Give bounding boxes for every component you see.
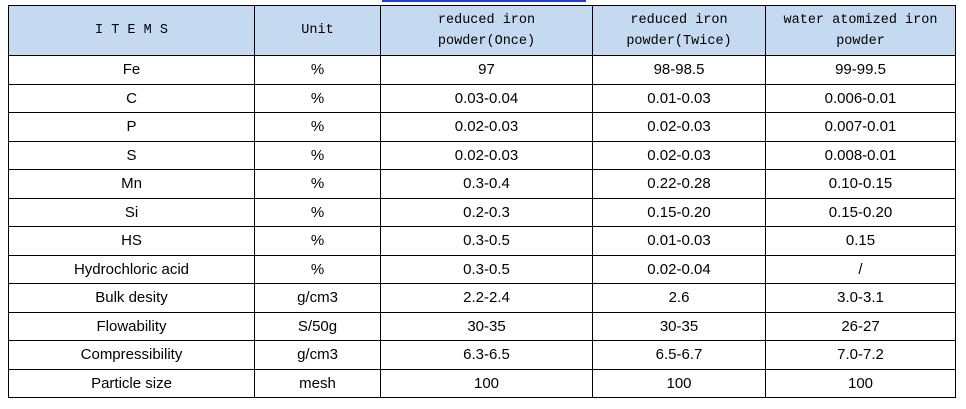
value-cell: 0.02-0.03 <box>380 112 593 142</box>
item-cell: Compressibility <box>8 340 255 370</box>
item-cell: Flowability <box>8 311 255 341</box>
header-text: Unit <box>301 23 334 38</box>
value-cell: % <box>254 83 381 113</box>
value-cell: 3.0-3.1 <box>765 283 956 313</box>
table-row: Si% 0.2-0.3 0.15-0.20 0.15-0.20 <box>8 197 956 227</box>
value-cell: 0.006-0.01 <box>765 83 956 113</box>
header-row: I T E M S Unit reduced iron powder(Once) re… <box>8 5 956 56</box>
table-row: Particle size mesh 100 100 100 <box>8 368 956 398</box>
item-cell: C <box>8 83 255 113</box>
item-cell: S <box>8 140 255 170</box>
table-row: Compressibility g/cm3 6.3-6.5 6.5-6.7 7.0-7.… <box>8 340 956 370</box>
value-cell: 0.15-0.20 <box>765 197 956 227</box>
value-cell: 0.02-0.03 <box>592 140 766 170</box>
value-cell: 99-99.5 <box>765 55 956 85</box>
table-row: C% 0.03-0.04 0.01-0.03 0.006-0.01 <box>8 83 956 113</box>
table-row: S% 0.02-0.03 0.02-0.03 0.008-0.01 <box>8 140 956 170</box>
table-row: Flowability S/50g 30-35 30-35 26-27 <box>8 311 956 341</box>
value-cell: % <box>254 226 381 256</box>
value-cell: % <box>254 112 381 142</box>
item-cell: P <box>8 112 255 142</box>
value-cell: 7.0-7.2 <box>765 340 956 370</box>
value-cell: 6.3-6.5 <box>380 340 593 370</box>
item-cell: Hydrochloric acid <box>8 254 255 284</box>
value-cell: 0.10-0.15 <box>765 169 956 199</box>
item-cell: Particle size <box>8 368 255 398</box>
value-cell: 0.3-0.4 <box>380 169 593 199</box>
spec-table: I T E M S Unit reduced iron powder(Once) re… <box>8 5 956 398</box>
header-text: water atomized iron powder <box>783 12 938 49</box>
value-cell: 0.22-0.28 <box>592 169 766 199</box>
header-cell: Unit <box>254 5 381 56</box>
value-cell: g/cm3 <box>254 340 381 370</box>
value-cell: 0.02-0.04 <box>592 254 766 284</box>
value-cell: 30-35 <box>592 311 766 341</box>
value-cell: % <box>254 169 381 199</box>
header-cell: water atomized iron powder <box>765 5 956 56</box>
value-cell: % <box>254 140 381 170</box>
value-cell: 0.01-0.03 <box>592 83 766 113</box>
table-body: Fe% 97 98-98.5 99-99.5 C% 0.03-0.04 0.01-0.03 0… <box>8 55 956 398</box>
item-cell: Fe <box>8 55 255 85</box>
value-cell: mesh <box>254 368 381 398</box>
value-cell: 30-35 <box>380 311 593 341</box>
header-text: I T E M S <box>95 23 168 38</box>
header-cell: I T E M S <box>8 5 255 56</box>
header-text: reduced iron powder(Twice) <box>626 12 732 49</box>
value-cell: 0.3-0.5 <box>380 254 593 284</box>
value-cell: 98-98.5 <box>592 55 766 85</box>
table-row: Mn% 0.3-0.4 0.22-0.28 0.10-0.15 <box>8 169 956 199</box>
value-cell: 100 <box>380 368 593 398</box>
link-underline <box>382 0 586 2</box>
value-cell: % <box>254 254 381 284</box>
value-cell: 0.03-0.04 <box>380 83 593 113</box>
table-row: Bulk desity g/cm3 2.2-2.4 2.6 3.0-3.1 <box>8 283 956 313</box>
value-cell: 2.6 <box>592 283 766 313</box>
value-cell: 0.15 <box>765 226 956 256</box>
value-cell: 6.5-6.7 <box>592 340 766 370</box>
item-cell: Si <box>8 197 255 227</box>
value-cell: % <box>254 197 381 227</box>
item-cell: Bulk desity <box>8 283 255 313</box>
value-cell: 100 <box>765 368 956 398</box>
value-cell: / <box>765 254 956 284</box>
value-cell: 97 <box>380 55 593 85</box>
table-row: HS% 0.3-0.5 0.01-0.03 0.15 <box>8 226 956 256</box>
value-cell: 0.008-0.01 <box>765 140 956 170</box>
value-cell: 0.007-0.01 <box>765 112 956 142</box>
value-cell: 0.01-0.03 <box>592 226 766 256</box>
table-row: Fe% 97 98-98.5 99-99.5 <box>8 55 956 85</box>
item-cell: Mn <box>8 169 255 199</box>
item-cell: HS <box>8 226 255 256</box>
value-cell: 0.02-0.03 <box>380 140 593 170</box>
value-cell: S/50g <box>254 311 381 341</box>
header-text: reduced iron powder(Once) <box>437 12 536 49</box>
value-cell: 26-27 <box>765 311 956 341</box>
table-row: P% 0.02-0.03 0.02-0.03 0.007-0.01 <box>8 112 956 142</box>
value-cell: 0.02-0.03 <box>592 112 766 142</box>
value-cell: 0.15-0.20 <box>592 197 766 227</box>
header-cell: reduced iron powder(Once) <box>380 5 593 56</box>
table-row: Hydrochloric acid% 0.3-0.5 0.02-0.04/ <box>8 254 956 284</box>
value-cell: % <box>254 55 381 85</box>
header-cell: reduced iron powder(Twice) <box>592 5 766 56</box>
value-cell: g/cm3 <box>254 283 381 313</box>
value-cell: 100 <box>592 368 766 398</box>
value-cell: 0.2-0.3 <box>380 197 593 227</box>
table-header: I T E M S Unit reduced iron powder(Once) re… <box>8 5 956 56</box>
value-cell: 0.3-0.5 <box>380 226 593 256</box>
value-cell: 2.2-2.4 <box>380 283 593 313</box>
